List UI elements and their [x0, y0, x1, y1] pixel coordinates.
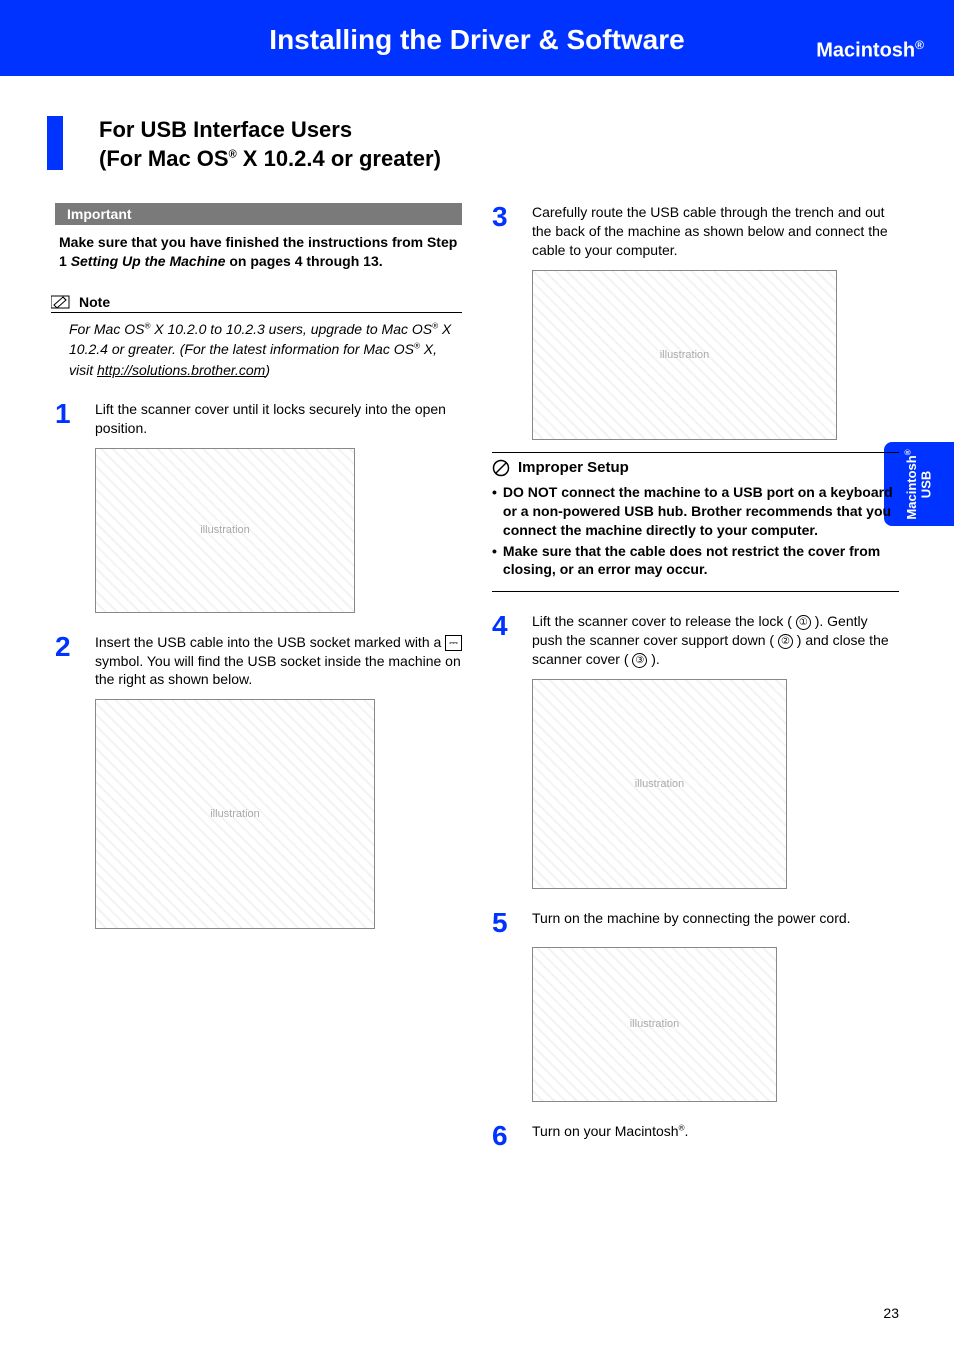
step-6-a: Turn on your Macintosh — [532, 1123, 679, 1139]
step-2-text-a: Insert the USB cable into the USB socket… — [95, 634, 445, 650]
step-5-num: 5 — [492, 909, 518, 937]
page-number: 23 — [883, 1305, 899, 1321]
illustration-3-box: illustration — [532, 270, 837, 440]
step-5: 5 Turn on the machine by connecting the … — [492, 909, 899, 937]
section-title-line2a: (For Mac OS — [99, 146, 229, 171]
note-box: Note For Mac OS® X 10.2.0 to 10.2.3 user… — [55, 293, 462, 380]
right-column: 3 Carefully route the USB cable through … — [492, 203, 899, 1150]
note-link[interactable]: http://solutions.brother.com — [97, 362, 265, 378]
step-2-text: Insert the USB cable into the USB socket… — [95, 633, 462, 690]
step-6-num: 6 — [492, 1122, 518, 1150]
step-5-text: Turn on the machine by connecting the po… — [532, 909, 899, 928]
step-3-num: 3 — [492, 203, 518, 231]
illustration-1-box: illustration — [95, 448, 355, 613]
step-1: 1 Lift the scanner cover until it locks … — [55, 400, 462, 438]
illustration-3: illustration — [532, 270, 899, 440]
header-right-text: Macintosh — [816, 40, 915, 62]
important-body: Make sure that you have finished the ins… — [55, 225, 462, 279]
note-heading: Note — [79, 294, 110, 310]
important-body-b: on pages 4 through 13. — [225, 253, 382, 269]
improper-setup-box: Improper Setup DO NOT connect the machin… — [492, 452, 899, 592]
note-body: For Mac OS® X 10.2.0 to 10.2.3 users, up… — [55, 313, 462, 380]
step-3-text: Carefully route the USB cable through th… — [532, 203, 899, 260]
note-a: For Mac OS — [69, 321, 144, 337]
step-4-a: Lift the scanner cover to release the lo… — [532, 613, 796, 629]
illustration-5-box: illustration — [532, 947, 777, 1102]
step-6-b: . — [684, 1123, 688, 1139]
improper-item-2: Make sure that the cable does not restri… — [492, 542, 899, 580]
improper-setup-header: Improper Setup — [492, 452, 899, 477]
circle-3-icon: ③ — [632, 653, 647, 668]
step-4-num: 4 — [492, 612, 518, 640]
title-bar — [47, 116, 63, 170]
circle-2-icon: ② — [778, 634, 793, 649]
header-right-sup: ® — [915, 38, 924, 52]
pencil-icon — [51, 293, 73, 311]
step-1-num: 1 — [55, 400, 81, 428]
left-column: Important Make sure that you have finish… — [55, 203, 462, 1150]
header-title: Installing the Driver & Software — [269, 24, 684, 56]
columns: Important Make sure that you have finish… — [55, 203, 899, 1150]
step-2-num: 2 — [55, 633, 81, 661]
step-2-text-b: symbol. You will find the USB socket ins… — [95, 653, 461, 688]
note-b: X 10.2.0 to 10.2.3 users, upgrade to Mac… — [150, 321, 432, 337]
prohibit-icon — [492, 459, 510, 477]
improper-item-2-text: Make sure that the cable does not restri… — [503, 542, 899, 580]
header-right: Macintosh® — [816, 38, 924, 63]
important-body-em: Setting Up the Machine — [71, 253, 226, 269]
step-4-d: ). — [647, 651, 659, 667]
header-bar: Installing the Driver & Software Macinto… — [0, 0, 954, 76]
improper-item-1: DO NOT connect the machine to a USB port… — [492, 483, 899, 540]
step-1-text: Lift the scanner cover until it locks se… — [95, 400, 462, 438]
illustration-2: illustration — [95, 699, 462, 929]
usb-icon: ⎓ — [445, 635, 462, 651]
illustration-4: illustration — [532, 679, 899, 889]
illustration-5: illustration — [532, 947, 899, 1102]
step-6-text: Turn on your Macintosh®. — [532, 1122, 899, 1141]
important-box: Important Make sure that you have finish… — [55, 203, 462, 279]
step-4: 4 Lift the scanner cover to release the … — [492, 612, 899, 669]
improper-list: DO NOT connect the machine to a USB port… — [492, 477, 899, 592]
note-header: Note — [51, 293, 462, 313]
content: For USB Interface Users (For Mac OS® X 1… — [0, 76, 954, 1150]
improper-heading: Improper Setup — [518, 459, 629, 476]
section-title-sup: ® — [229, 148, 237, 160]
section-title-line1: For USB Interface Users — [99, 117, 352, 142]
step-3: 3 Carefully route the USB cable through … — [492, 203, 899, 260]
illustration-2-box: illustration — [95, 699, 375, 929]
illustration-4-box: illustration — [532, 679, 787, 889]
improper-item-1-text: DO NOT connect the machine to a USB port… — [503, 483, 899, 540]
circle-1-icon: ① — [796, 615, 811, 630]
step-4-text: Lift the scanner cover to release the lo… — [532, 612, 899, 669]
section-title: For USB Interface Users (For Mac OS® X 1… — [99, 116, 441, 173]
step-2: 2 Insert the USB cable into the USB sock… — [55, 633, 462, 690]
illustration-1: illustration — [95, 448, 462, 613]
important-heading: Important — [55, 203, 462, 225]
section-title-line2b: X 10.2.4 or greater) — [237, 146, 441, 171]
step-6: 6 Turn on your Macintosh®. — [492, 1122, 899, 1150]
title-block: For USB Interface Users (For Mac OS® X 1… — [47, 116, 899, 173]
note-e: ) — [265, 362, 270, 378]
